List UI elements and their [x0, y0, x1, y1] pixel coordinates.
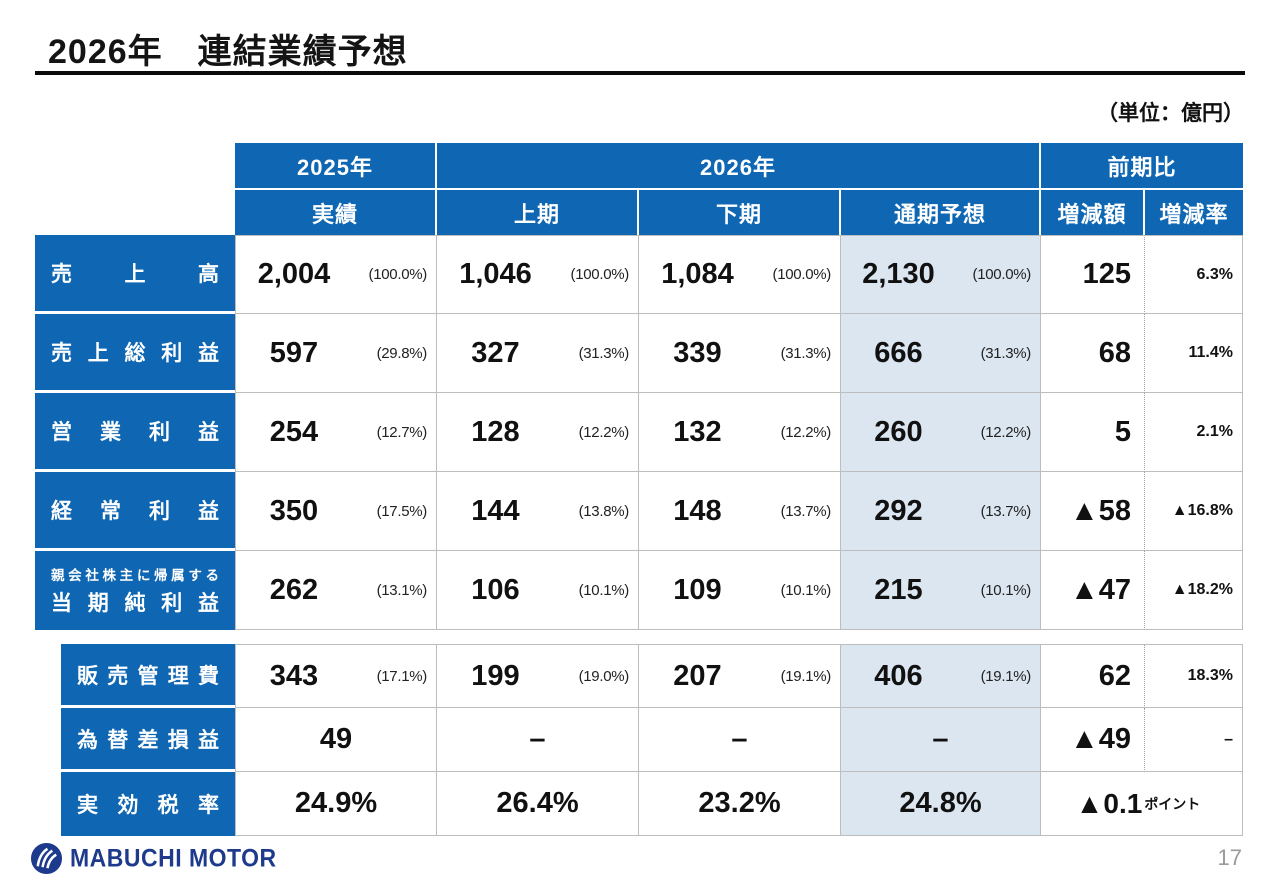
cell-full-year: 406 (19.1%) — [841, 644, 1041, 708]
cell-h1: 26.4% — [437, 772, 639, 836]
cell-h1: 128 (12.2%) — [437, 393, 639, 472]
cell-h1: 106 (10.1%) — [437, 551, 639, 630]
cell-change-amount: ▲47 — [1041, 551, 1145, 630]
header-yoy: 前期比 — [1041, 143, 1243, 190]
row-label-fx-gain-loss: 為替差損益 — [61, 708, 235, 772]
cell-change-amount: 5 — [1041, 393, 1145, 472]
cell-change-rate: ▲18.2% — [1145, 551, 1243, 630]
table-sub-section: 販売管理費 343 (17.1%) 199 (19.0%) 207 (19.1%) 4… — [35, 644, 1243, 836]
table-header: 2025年 2026年 前期比 実績 上期 下期 通期予想 増減額 増減率 — [35, 143, 1243, 235]
cell-h2: 23.2% — [639, 772, 841, 836]
cell-actual: 254 (12.7%) — [235, 393, 437, 472]
indent-spacer — [35, 644, 61, 708]
row-label-effective-tax-rate: 実効税率 — [61, 772, 235, 836]
cell-full-year: 24.8% — [841, 772, 1041, 836]
cell-change-points: ▲0.1 ポイント — [1041, 772, 1243, 836]
indent-spacer — [35, 708, 61, 772]
mabuchi-logo-icon — [30, 842, 63, 875]
cell-change-amount: ▲58 — [1041, 472, 1145, 551]
cell-change-rate: 11.4% — [1145, 314, 1243, 393]
cell-h2: 339 (31.3%) — [639, 314, 841, 393]
cell-change-rate: 2.1% — [1145, 393, 1243, 472]
logo-text: MABUCHI MOTOR — [70, 843, 277, 872]
cell-change-rate: ▲16.8% — [1145, 472, 1243, 551]
cell-change-rate: – — [1145, 708, 1243, 772]
row-label-net-income: 親会社株主に帰属する 当期純利益 — [35, 551, 235, 630]
cell-change-amount: 125 — [1041, 235, 1145, 314]
cell-h2: – — [639, 708, 841, 772]
header-full-year-forecast: 通期予想 — [841, 190, 1041, 235]
title-underline — [35, 71, 1245, 75]
cell-full-year: 215 (10.1%) — [841, 551, 1041, 630]
page-number: 17 — [1217, 845, 1242, 870]
cell-h1: – — [437, 708, 639, 772]
cell-actual: 24.9% — [235, 772, 437, 836]
header-second-half: 下期 — [639, 190, 841, 235]
cell-change-amount: 62 — [1041, 644, 1145, 708]
cell-full-year: 666 (31.3%) — [841, 314, 1041, 393]
earnings-forecast-table: 2025年 2026年 前期比 実績 上期 下期 通期予想 増減額 増減率 売上… — [35, 143, 1243, 836]
header-spacer — [35, 190, 235, 235]
header-actual: 実績 — [235, 190, 437, 235]
cell-change-amount: ▲49 — [1041, 708, 1145, 772]
cell-h1: 327 (31.3%) — [437, 314, 639, 393]
cell-full-year: 2,130 (100.0%) — [841, 235, 1041, 314]
cell-actual: 262 (13.1%) — [235, 551, 437, 630]
cell-h2: 148 (13.7%) — [639, 472, 841, 551]
row-label-operating-income: 営業利益 — [35, 393, 235, 472]
row-label-gross-profit: 売上総利益 — [35, 314, 235, 393]
indent-spacer — [35, 772, 61, 836]
cell-actual: 49 — [235, 708, 437, 772]
cell-h2: 109 (10.1%) — [639, 551, 841, 630]
table-main-section: 売上高 2,004 (100.0%) 1,046 (100.0%) 1,084 (10… — [35, 235, 1243, 630]
cell-full-year: 260 (12.2%) — [841, 393, 1041, 472]
cell-h1: 144 (13.8%) — [437, 472, 639, 551]
header-fy2025: 2025年 — [235, 143, 437, 190]
cell-actual: 2,004 (100.0%) — [235, 235, 437, 314]
header-spacer — [35, 143, 235, 190]
row-label-sga-expenses: 販売管理費 — [61, 644, 235, 708]
unit-note: （単位：億円） — [1097, 102, 1244, 125]
cell-change-rate: 6.3% — [1145, 235, 1243, 314]
row-label-net-sales: 売上高 — [35, 235, 235, 314]
cell-actual: 343 (17.1%) — [235, 644, 437, 708]
header-fy2026: 2026年 — [437, 143, 1041, 190]
cell-h1: 199 (19.0%) — [437, 644, 639, 708]
mabuchi-motor-logo: MABUCHI MOTOR — [30, 842, 277, 875]
cell-change-rate: 18.3% — [1145, 644, 1243, 708]
header-change-rate: 増減率 — [1145, 190, 1243, 235]
cell-actual: 597 (29.8%) — [235, 314, 437, 393]
cell-h2: 1,084 (100.0%) — [639, 235, 841, 314]
row-label-ordinary-income: 経常利益 — [35, 472, 235, 551]
cell-h2: 207 (19.1%) — [639, 644, 841, 708]
header-first-half: 上期 — [437, 190, 639, 235]
cell-actual: 350 (17.5%) — [235, 472, 437, 551]
cell-full-year: 292 (13.7%) — [841, 472, 1041, 551]
page-title: 2026年 連結業績予想 — [48, 33, 408, 71]
header-change-amount: 増減額 — [1041, 190, 1145, 235]
cell-h2: 132 (12.2%) — [639, 393, 841, 472]
cell-change-amount: 68 — [1041, 314, 1145, 393]
cell-h1: 1,046 (100.0%) — [437, 235, 639, 314]
cell-full-year: – — [841, 708, 1041, 772]
